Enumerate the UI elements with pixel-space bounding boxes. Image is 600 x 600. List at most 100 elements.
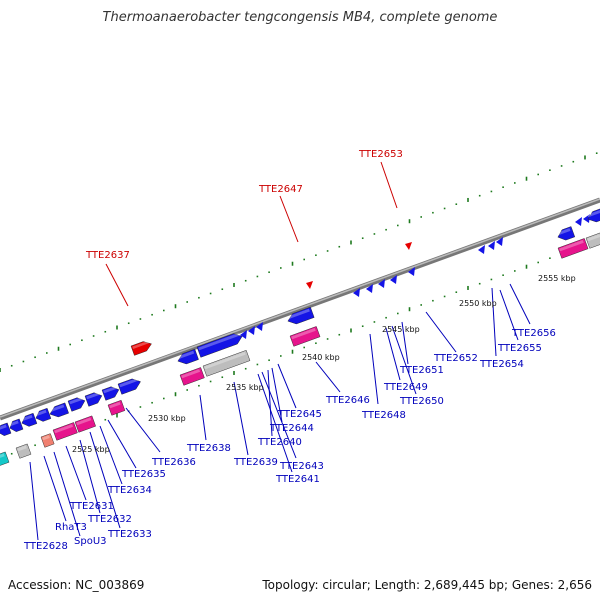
genome-summary-text: Topology: circular; Length: 2,689,445 bp… [262, 578, 592, 592]
gene-block[interactable] [196, 331, 244, 358]
connector-line [107, 419, 137, 469]
gene-block[interactable] [40, 433, 55, 448]
kbp-labels: 2525 kbp 2530 kbp 2535 kbp 2540 kbp 2545 kbp… [72, 274, 576, 454]
gene-block[interactable] [15, 443, 32, 459]
gene-small[interactable] [366, 284, 373, 293]
genome-backbone [0, 197, 600, 421]
genome-backbone-highlight [0, 198, 600, 418]
gene-block[interactable] [8, 418, 24, 433]
gene-small[interactable] [478, 245, 485, 254]
kbp-label: 2545 kbp [382, 325, 420, 334]
gene-label-red[interactable]: TTE2653 [358, 149, 403, 160]
connector-line [499, 289, 519, 341]
gene-label[interactable]: TTE2636 [151, 457, 196, 468]
gene-label[interactable]: TTE2654 [479, 359, 524, 370]
connector-line [315, 361, 341, 393]
gene-small[interactable] [256, 322, 263, 331]
gene-label[interactable]: TTE2648 [361, 410, 406, 421]
gene-label[interactable]: TTE2656 [511, 328, 556, 339]
gene-label[interactable]: TTE2645 [277, 409, 322, 420]
kbp-label: 2555 kbp [538, 274, 576, 283]
gene-small[interactable] [496, 237, 503, 246]
gene-small[interactable] [408, 267, 415, 276]
gene-label[interactable]: TTE2652 [433, 353, 478, 364]
connector-line [391, 325, 417, 395]
gene-small[interactable] [248, 326, 255, 335]
gene-block[interactable] [0, 451, 10, 467]
gene-small[interactable] [353, 288, 360, 297]
gene-label[interactable]: TTE2649 [383, 382, 428, 393]
gene-label[interactable]: TTE2640 [257, 437, 302, 448]
gene-label[interactable]: TTE2646 [325, 395, 370, 406]
gene-features[interactable] [0, 207, 600, 467]
gene-block[interactable] [20, 412, 38, 428]
connector-line [491, 287, 497, 357]
gene-label[interactable]: TTE2634 [107, 485, 152, 496]
gene-block[interactable] [176, 348, 199, 366]
gene-block[interactable] [557, 238, 589, 259]
gene-block[interactable] [48, 402, 69, 419]
gene-block[interactable] [101, 385, 121, 401]
gene-block[interactable] [74, 415, 96, 433]
gene-label[interactable]: TTE2631 [69, 501, 114, 512]
gene-block[interactable] [179, 367, 205, 386]
gene-label[interactable]: TTE2650 [399, 396, 444, 407]
gene-label-red[interactable]: TTE2637 [85, 250, 130, 261]
gene-block-red[interactable] [130, 339, 153, 356]
gene-label[interactable]: TTE2632 [87, 514, 132, 525]
map-title: Thermoanaerobacter tengcongensis MB4, co… [102, 10, 498, 25]
connector-line [233, 381, 249, 456]
gene-label[interactable]: TTE2655 [497, 343, 542, 354]
connector-line [279, 195, 299, 243]
gene-block[interactable] [586, 207, 600, 224]
gene-label[interactable]: TTE2633 [107, 529, 152, 540]
gene-label[interactable]: TTE2643 [279, 461, 324, 472]
gene-block[interactable] [67, 396, 87, 412]
kbp-label: 2525 kbp [72, 445, 110, 454]
connector-line [29, 461, 39, 541]
accession-text: Accession: NC_003869 [8, 578, 145, 592]
gene-block[interactable] [202, 350, 251, 377]
gene-label[interactable]: RhaT3 [55, 522, 87, 533]
gene-marker-red[interactable] [306, 281, 313, 289]
connector-line [271, 367, 283, 423]
gene-label[interactable]: TTE2639 [233, 457, 278, 468]
gene-label[interactable]: TTE2651 [399, 365, 444, 376]
gene-block[interactable] [289, 326, 321, 347]
gene-label[interactable]: TTE2635 [121, 469, 166, 480]
gene-block[interactable] [585, 232, 600, 249]
gene-block[interactable] [52, 422, 78, 441]
gene-block[interactable] [286, 306, 315, 326]
gene-block[interactable] [107, 399, 126, 416]
connector-line [105, 263, 129, 307]
connector-line [79, 439, 101, 514]
gene-label[interactable]: TTE2641 [275, 474, 320, 485]
connector-line [425, 311, 457, 353]
gene-block[interactable] [556, 226, 576, 243]
kbp-label: 2530 kbp [148, 414, 186, 423]
connector-line [257, 373, 293, 473]
gene-label-red[interactable]: TTE2647 [258, 184, 303, 195]
connector-line [277, 363, 297, 409]
connector-line [125, 407, 161, 453]
connector-line [509, 283, 531, 325]
gene-block[interactable] [117, 376, 142, 395]
gene-small[interactable] [583, 214, 590, 223]
connector-line [380, 161, 398, 209]
gene-block[interactable] [84, 391, 104, 407]
gene-label[interactable]: TTE2638 [186, 443, 231, 454]
connector-line [385, 327, 401, 381]
gene-marker-red[interactable] [405, 242, 412, 250]
gene-label[interactable]: SpoU3 [74, 536, 107, 547]
gene-small[interactable] [488, 241, 495, 250]
gene-block[interactable] [34, 407, 52, 423]
gene-small[interactable] [240, 330, 247, 339]
connector-line [99, 425, 123, 485]
gene-small[interactable] [575, 217, 582, 226]
gene-small[interactable] [378, 279, 385, 288]
gene-label[interactable]: TTE2644 [269, 423, 314, 434]
connector-line [43, 455, 67, 522]
gene-block[interactable] [0, 422, 12, 437]
gene-small[interactable] [390, 275, 397, 284]
gene-label[interactable]: TTE2628 [23, 541, 68, 552]
